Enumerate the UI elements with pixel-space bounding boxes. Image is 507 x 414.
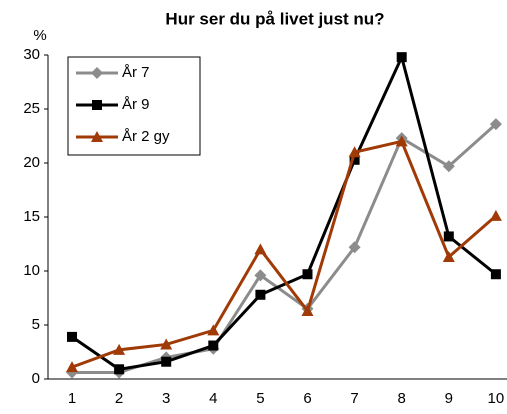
y-tick-label: 5 xyxy=(32,316,40,333)
series-line xyxy=(71,139,497,369)
marker xyxy=(92,100,102,110)
marker xyxy=(442,160,455,173)
x-tick-label: 9 xyxy=(445,390,453,407)
marker xyxy=(207,324,220,336)
marker xyxy=(255,289,266,300)
marker xyxy=(160,338,173,350)
marker xyxy=(395,135,408,147)
x-tick-label: 2 xyxy=(115,390,123,407)
x-tick-label: 3 xyxy=(162,390,170,407)
legend-label: År 9 xyxy=(122,96,150,113)
y-axis-label: % xyxy=(33,27,46,44)
chart-title: Hur ser du på livet just nu? xyxy=(165,9,384,28)
y-tick-label: 10 xyxy=(23,262,40,279)
marker xyxy=(443,231,454,242)
y-tick-label: 0 xyxy=(32,370,40,387)
marker xyxy=(91,67,103,79)
x-tick-label: 6 xyxy=(303,390,311,407)
y-tick-label: 15 xyxy=(23,208,40,225)
marker xyxy=(161,356,172,367)
marker xyxy=(254,269,267,282)
marker xyxy=(113,343,126,355)
y-tick-label: 20 xyxy=(23,154,40,171)
marker xyxy=(489,209,502,221)
x-tick-label: 1 xyxy=(68,390,76,407)
x-tick-label: 5 xyxy=(256,390,264,407)
marker xyxy=(348,146,361,158)
marker xyxy=(348,241,361,254)
y-tick-label: 25 xyxy=(23,100,40,117)
marker xyxy=(301,304,314,316)
marker xyxy=(490,269,501,280)
marker xyxy=(396,52,407,63)
marker xyxy=(489,118,502,131)
marker xyxy=(349,154,360,165)
x-tick-label: 8 xyxy=(398,390,406,407)
series-line xyxy=(71,52,497,371)
marker xyxy=(208,340,219,351)
marker xyxy=(66,361,78,373)
x-tick-label: 4 xyxy=(209,390,217,407)
marker xyxy=(114,364,125,375)
marker xyxy=(91,131,103,142)
series-line xyxy=(72,123,497,375)
legend-label: År 2 gy xyxy=(122,128,170,145)
marker xyxy=(302,269,313,280)
marker xyxy=(442,250,455,262)
x-tick-label: 7 xyxy=(350,390,358,407)
x-tick-label: 10 xyxy=(488,390,505,407)
marker xyxy=(67,331,77,342)
marker xyxy=(254,243,267,255)
legend-label: År 7 xyxy=(122,64,150,81)
y-tick-label: 30 xyxy=(23,46,40,63)
